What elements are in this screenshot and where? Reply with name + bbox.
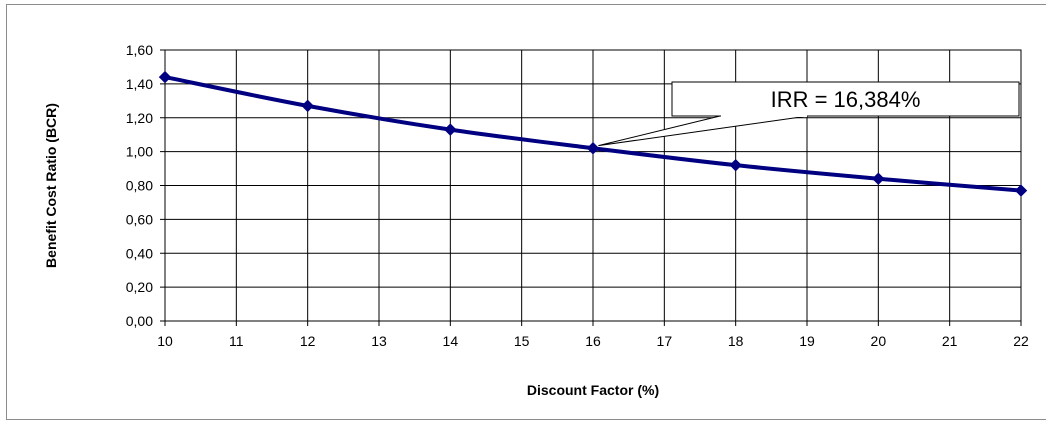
y-axis-ticks: 0,00 0,20 0,40 0,60 0,80 1,00 1,20 1,40 1,60: [126, 42, 165, 329]
y-axis-title: Benefit Cost Ratio (BCR): [43, 103, 59, 268]
data-point-marker: [872, 172, 885, 185]
y-tick-label: 1,00: [126, 144, 153, 160]
x-tick-label: 20: [871, 333, 887, 349]
x-tick-label: 15: [514, 333, 530, 349]
x-tick-label: 13: [371, 333, 387, 349]
x-tick-label: 12: [300, 333, 316, 349]
data-point-marker: [586, 142, 600, 155]
chart-frame: [6, 4, 1046, 420]
x-tick-label: 19: [799, 333, 815, 349]
y-tick-label: 0,20: [126, 279, 153, 295]
series-group: [158, 70, 1028, 197]
y-tick-label: 0,40: [126, 245, 153, 261]
y-tick-label: 0,00: [126, 313, 153, 329]
x-tick-label: 10: [157, 333, 173, 349]
data-point-marker: [1014, 184, 1028, 197]
x-axis-title: Discount Factor (%): [527, 382, 659, 398]
x-tick-label: 17: [657, 333, 673, 349]
x-tick-label: 22: [1013, 333, 1029, 349]
x-tick-label: 14: [443, 333, 459, 349]
callout-box: [671, 81, 1020, 117]
x-tick-label: 21: [942, 333, 958, 349]
x-tick-label: 16: [585, 333, 601, 349]
y-tick-label: 1,60: [126, 42, 153, 58]
callout-label: IRR = 16,384%: [771, 87, 921, 112]
x-axis-ticks: 10 11 12 13 14 15 16 17 18 19 20 21 22: [157, 321, 1029, 349]
data-point-marker: [301, 99, 314, 113]
y-tick-label: 1,20: [126, 110, 153, 126]
y-tick-label: 0,80: [126, 178, 153, 194]
y-tick-label: 0,60: [126, 211, 153, 227]
data-point-marker: [729, 158, 742, 172]
irr-callout: IRR = 16,384%: [598, 81, 1020, 147]
data-point-marker: [444, 123, 457, 136]
y-tick-label: 1,40: [126, 76, 153, 92]
x-tick-label: 18: [728, 333, 744, 349]
x-tick-label: 11: [229, 333, 244, 349]
data-point-marker: [158, 70, 172, 84]
callout-pointer: [598, 115, 809, 147]
